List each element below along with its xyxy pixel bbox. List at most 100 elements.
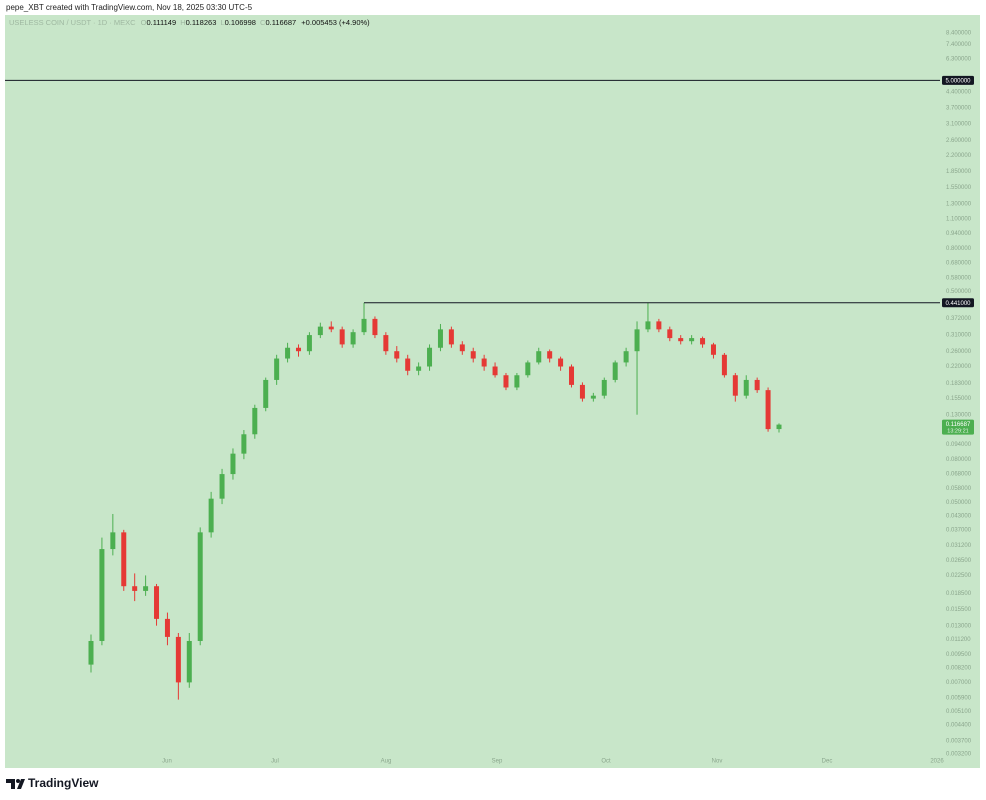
x-tick-label: Dec: [822, 759, 833, 765]
candle-body: [765, 390, 771, 430]
y-tick-label: 0.003700: [946, 738, 972, 744]
y-tick-label: 0.018500: [946, 591, 972, 597]
chart-background: [5, 15, 980, 768]
candle-body: [754, 379, 760, 391]
logo-icon: [6, 779, 25, 789]
candle-body: [88, 640, 94, 665]
candle-body: [274, 358, 280, 380]
last-price-tag: [942, 419, 974, 435]
legend-key: C: [260, 18, 266, 27]
candle-body: [110, 532, 116, 550]
candle-body: [623, 351, 629, 363]
price-line-tag: [942, 298, 974, 308]
candle-body: [339, 329, 345, 345]
candle-body: [317, 326, 323, 336]
candle-body: [459, 344, 465, 352]
candle-body: [481, 358, 487, 367]
y-tick-label: 0.022500: [946, 573, 972, 579]
y-tick-label: 4.400000: [946, 90, 972, 96]
y-tick-label: 0.003200: [946, 752, 972, 758]
y-tick-label: 1.100000: [946, 217, 972, 223]
candle-body: [121, 532, 127, 587]
candle-body: [590, 395, 596, 399]
y-tick-label: 0.680000: [946, 261, 972, 267]
y-tick-label: 0.037000: [946, 527, 972, 533]
candle-body: [416, 366, 422, 371]
candle-body: [186, 640, 192, 683]
candle-body: [427, 347, 433, 367]
candle-body: [383, 335, 389, 352]
y-tick-label: 0.220000: [946, 364, 972, 370]
candle-body: [306, 335, 312, 352]
candle-body: [525, 362, 531, 376]
x-tick-label: Jul: [271, 759, 279, 765]
y-tick-label: 0.005900: [946, 696, 972, 702]
y-tick-label: 0.058000: [946, 486, 972, 492]
candle-body: [132, 586, 138, 591]
candle-body: [612, 362, 618, 380]
price-line-label: 0.441000: [945, 301, 971, 307]
candle-body: [601, 379, 607, 396]
candle-body: [372, 318, 378, 336]
y-tick-label: 0.500000: [946, 289, 972, 295]
x-tick-label: Sep: [492, 759, 503, 765]
candle-body: [241, 434, 247, 454]
symbol: USELESS COIN / USDT · 1D · MEXC: [9, 18, 136, 27]
legend-change: +0.005453 (+4.90%): [301, 18, 370, 27]
candle-body: [263, 379, 269, 408]
candle-body: [350, 332, 356, 345]
header: pepe_XBT created with TradingView.com, N…: [6, 3, 253, 12]
candle-body: [579, 384, 585, 399]
legend-key: H: [180, 18, 185, 27]
candle-body: [776, 424, 782, 430]
candle-body: [558, 358, 564, 367]
candle-body: [743, 379, 749, 396]
y-tick-label: 0.031200: [946, 543, 972, 549]
y-tick-label: 0.580000: [946, 275, 972, 281]
candle-body: [645, 321, 651, 330]
legend: USELESS COIN / USDT · 1D · MEXC O0.11114…: [9, 18, 370, 27]
y-tick-label: 7.400000: [946, 42, 972, 48]
candle-body: [470, 351, 476, 359]
candle-body: [175, 636, 181, 683]
candle-body: [721, 354, 727, 376]
candle-body: [700, 338, 706, 345]
candle-body: [143, 586, 149, 591]
y-tick-label: 0.310000: [946, 333, 972, 339]
candle-body: [634, 329, 640, 352]
candle-body: [667, 329, 673, 339]
candle-body: [208, 498, 214, 533]
candle-body: [197, 532, 203, 641]
y-tick-label: 0.043000: [946, 514, 972, 520]
candle-body: [361, 318, 367, 333]
candle-body: [732, 375, 738, 396]
y-tick-label: 0.068000: [946, 472, 972, 478]
legend-value: 0.106998: [225, 18, 256, 27]
logo-text: TradingView: [28, 776, 99, 790]
y-tick-label: 0.050000: [946, 500, 972, 506]
candle-body: [328, 326, 334, 330]
y-tick-label: 0.372000: [946, 316, 972, 322]
y-tick-label: 8.400000: [946, 30, 972, 36]
y-tick-label: 0.940000: [946, 231, 972, 237]
legend-value: 0.118263: [186, 18, 217, 27]
y-tick-label: 3.100000: [946, 122, 972, 128]
y-tick-label: 0.080000: [946, 457, 972, 463]
candle-body: [492, 366, 498, 376]
x-tick-label: Jun: [162, 759, 172, 765]
y-tick-label: 2.600000: [946, 138, 972, 144]
x-tick-label: Oct: [601, 759, 611, 765]
y-tick-label: 0.011200: [946, 637, 971, 643]
candle-body: [547, 351, 553, 359]
y-tick-label: 0.005100: [946, 709, 972, 715]
y-tick-label: 0.015500: [946, 607, 972, 613]
x-tick-label: 2026: [930, 759, 944, 765]
x-tick-label: Aug: [381, 759, 392, 765]
y-tick-label: 3.700000: [946, 105, 972, 111]
candle-body: [689, 338, 695, 342]
price-line-tag: [942, 75, 974, 85]
y-tick-label: 6.300000: [946, 57, 972, 63]
y-tick-label: 2.200000: [946, 153, 972, 159]
x-tick-label: Nov: [712, 759, 723, 765]
